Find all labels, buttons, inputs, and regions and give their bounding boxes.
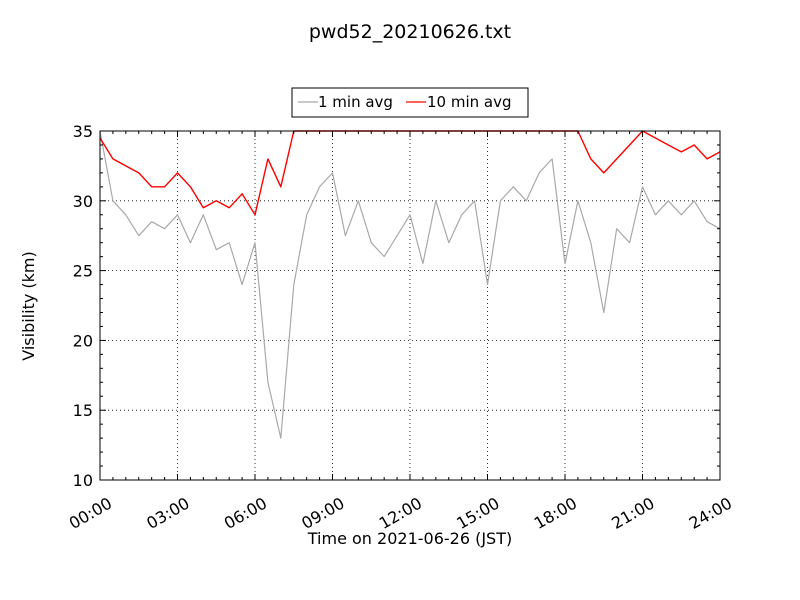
series-line-1min-avg xyxy=(99,130,721,439)
ticks xyxy=(99,130,721,481)
y-tick-labels: 10 15 20 25 30 35 xyxy=(73,122,93,490)
legend-label-10min: 10 min avg xyxy=(427,93,512,111)
grid-lines xyxy=(100,131,720,480)
y-tick-label: 10 xyxy=(73,471,93,490)
legend-label-1min: 1 min avg xyxy=(318,93,393,111)
legend: 1 min avg 10 min avg xyxy=(291,87,529,118)
x-axis-title: Time on 2021-06-26 (JST) xyxy=(307,529,512,548)
y-tick-label: 25 xyxy=(73,262,93,281)
y-tick-label: 35 xyxy=(73,122,93,141)
y-tick-label: 20 xyxy=(73,331,93,350)
y-tick-label: 30 xyxy=(73,192,93,211)
chart-title: pwd52_20210626.txt xyxy=(309,21,511,43)
y-tick-label: 15 xyxy=(73,401,93,420)
y-axis-title: Visibility (km) xyxy=(19,251,38,360)
